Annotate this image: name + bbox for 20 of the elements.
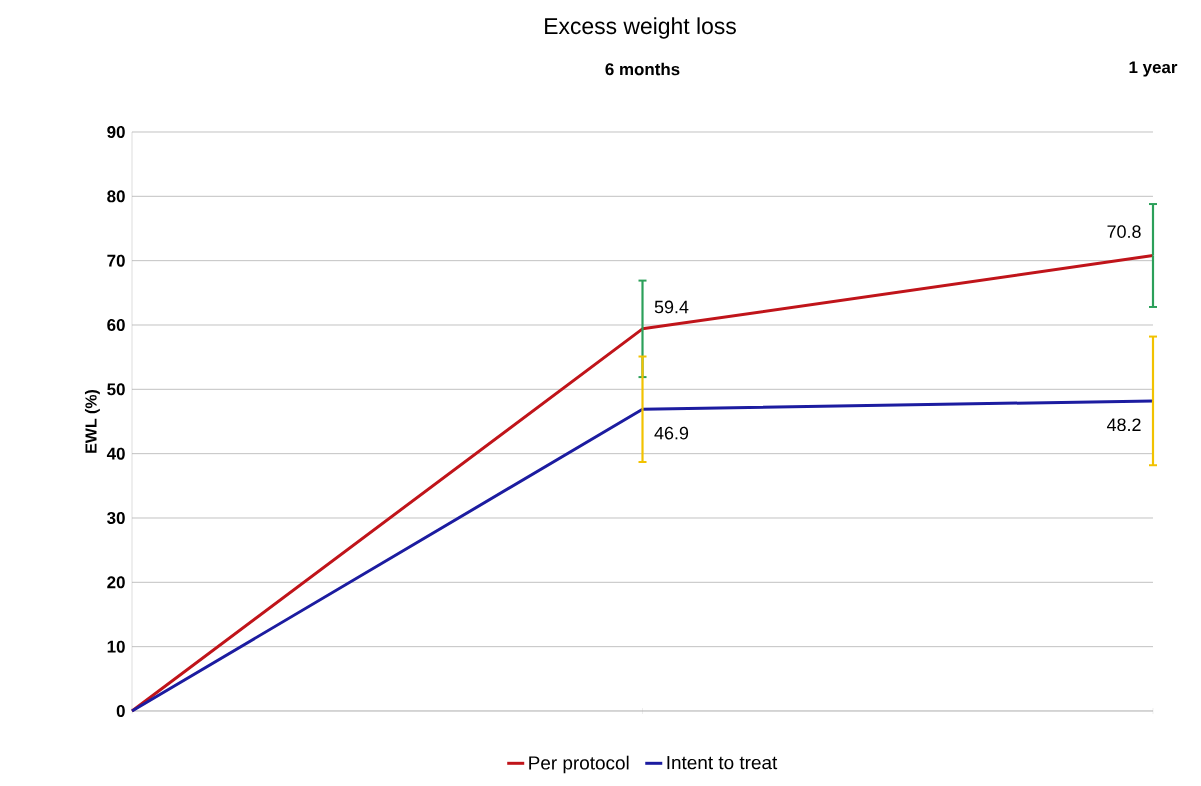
legend-label: Per protocol xyxy=(529,755,629,774)
x-tick-label: 1 year xyxy=(1129,61,1178,77)
data-label: 48.2 xyxy=(1106,418,1141,432)
data-label: 59.4 xyxy=(654,300,689,314)
y-tick-label: 60 xyxy=(107,318,125,331)
data-label: 70.8 xyxy=(1107,225,1141,238)
y-tick-label: 80 xyxy=(107,190,125,203)
data-label: 46.9 xyxy=(654,426,689,440)
y-tick-label: 70 xyxy=(107,254,125,267)
y-tick-label: 0 xyxy=(116,704,125,717)
legend-label: Intent to treat xyxy=(667,756,778,770)
y-tick-label: 30 xyxy=(107,511,125,524)
y-tick-label: 10 xyxy=(107,640,125,653)
y-tick-label: 40 xyxy=(106,447,125,460)
y-axis-title: EWL (%) xyxy=(84,389,100,453)
y-tick-label: 50 xyxy=(107,383,125,396)
x-tick-label: 6 months xyxy=(605,62,680,76)
chart-title: Excess weight loss xyxy=(545,17,736,39)
y-tick-label: 90 xyxy=(107,125,125,138)
y-tick-label: 20 xyxy=(107,576,125,589)
